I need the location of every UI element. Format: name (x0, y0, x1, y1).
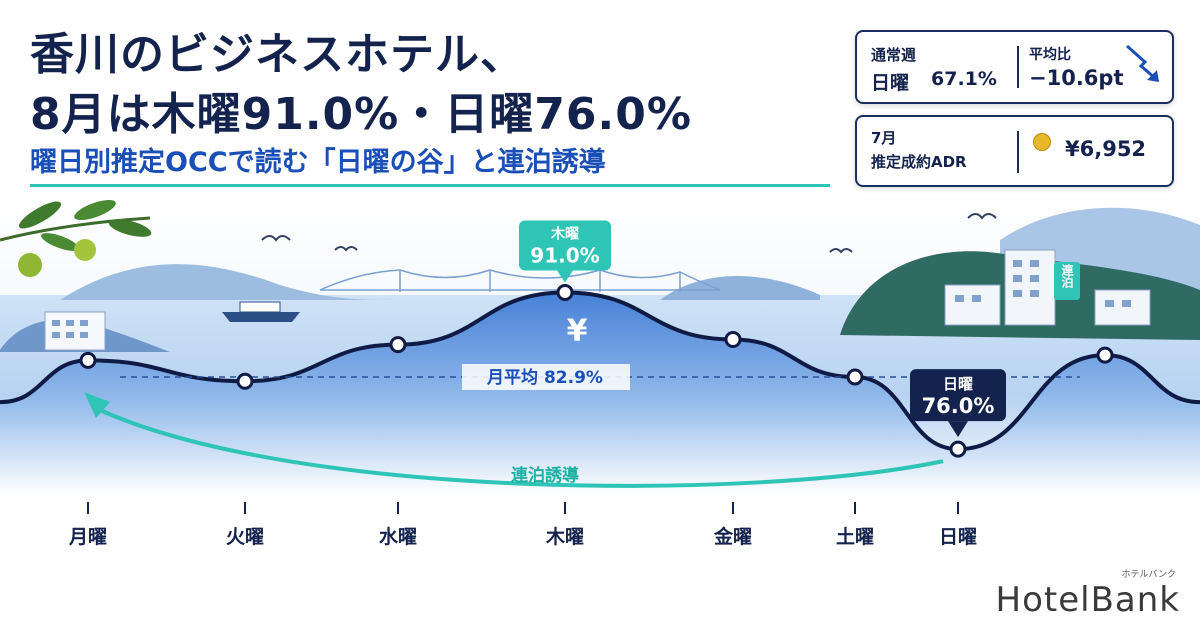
occupancy-line (0, 290, 1200, 452)
logo-kana: ホテルバンク (1121, 570, 1176, 580)
hotel-building-right (944, 249, 1151, 326)
trough-day-label: 日曜 (943, 375, 973, 393)
hill-left (60, 264, 400, 300)
card-adr-label-bottom: 推定成約ADR (871, 153, 967, 171)
average-label-bg (462, 364, 630, 391)
peak-callout: 木曜 91.0% (519, 220, 611, 283)
stay-extension-label: 連泊誘導 (511, 465, 579, 486)
ferry-icon (222, 301, 300, 322)
page-title-line2: 8月は木曜91.0%・日曜76.0% (30, 89, 692, 140)
data-point (389, 336, 407, 354)
trough-value-label: 76.0% (922, 394, 995, 418)
coin-icon (1033, 133, 1051, 151)
page-subtitle: 曜日別推定OCCで読む「日曜の谷」と連泊誘導 (30, 147, 606, 178)
adr-card: 7月 推定成約ADR ¥6,952 (855, 115, 1174, 187)
x-tick-label: 木曜 (545, 525, 584, 548)
card-diff-value: −10.6pt (1029, 66, 1124, 90)
trough-callout: 日曜 76.0% (910, 369, 1006, 438)
subtitle-underline (30, 184, 830, 187)
data-point (236, 372, 254, 390)
card-weekday-value: 67.1% (931, 68, 997, 90)
card-diff-label: 平均比 (1029, 47, 1071, 63)
card-weekday-label-top: 通常週 (871, 46, 917, 64)
hotelbank-logo: HotelBank (995, 580, 1180, 620)
trend-down-icon (1126, 44, 1159, 82)
sunday-occ-card: 通常週 日曜 67.1% 平均比 −10.6pt (855, 30, 1174, 104)
data-point (846, 368, 864, 386)
average-label: 月平均 82.9% (486, 367, 603, 388)
occupancy-wave-area (0, 292, 1200, 495)
gull-icon (261, 213, 997, 254)
x-tick-label: 土曜 (836, 526, 874, 548)
arrow-head-icon (84, 392, 110, 418)
x-tick-label: 火曜 (226, 526, 264, 548)
inset-tag: 連泊 (1054, 262, 1080, 300)
inset-label: 連泊 (1060, 263, 1074, 289)
stay-extension-arrow (99, 408, 944, 488)
card-adr-label-top: 7月 (871, 129, 897, 147)
x-tick-label: 水曜 (379, 526, 417, 548)
card-adr-value: ¥6,952 (1065, 137, 1147, 161)
x-tick-label: 月曜 (68, 526, 107, 548)
hotel-building-left (44, 311, 106, 351)
x-tick-label: 日曜 (939, 526, 977, 548)
bridge-icon (319, 269, 721, 292)
olive-branch-icon (0, 200, 152, 277)
card-weekday-label-bottom: 日曜 (871, 72, 910, 94)
page-title-line1: 香川のビジネスホテル、 (30, 29, 525, 80)
data-point (724, 330, 742, 348)
peak-value-label: 91.0% (530, 243, 599, 267)
data-point (949, 440, 967, 458)
data-point (79, 351, 97, 369)
data-point (1096, 346, 1114, 364)
data-point (556, 283, 574, 301)
card-divider (1017, 46, 1019, 88)
yen-icon: ¥ (567, 313, 588, 348)
x-tick-label: 金曜 (713, 525, 752, 548)
card-divider (1017, 131, 1019, 173)
peak-day-label: 木曜 (550, 225, 579, 242)
